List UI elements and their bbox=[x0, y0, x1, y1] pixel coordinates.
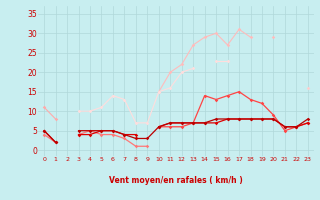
X-axis label: Vent moyen/en rafales ( km/h ): Vent moyen/en rafales ( km/h ) bbox=[109, 176, 243, 185]
